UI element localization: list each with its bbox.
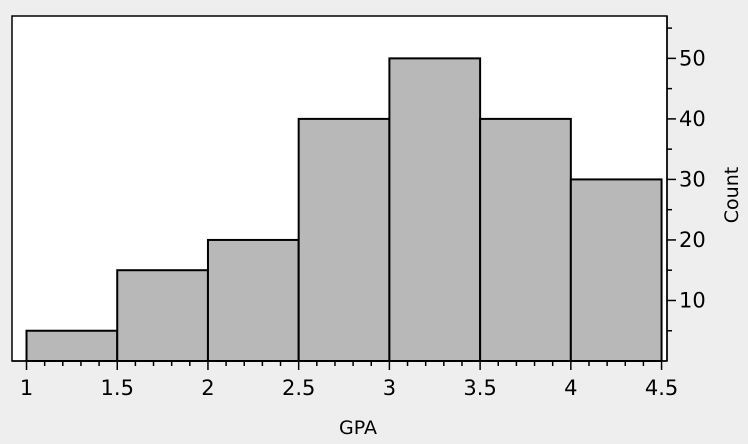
y-tick-label: 20 bbox=[679, 228, 706, 252]
y-axis-title: Count bbox=[721, 167, 743, 223]
x-tick-label: 2.5 bbox=[282, 376, 315, 400]
histogram-bar-3 bbox=[206, 238, 300, 363]
histogram-bar-2 bbox=[116, 269, 209, 363]
x-tick-label: 4 bbox=[564, 376, 577, 400]
x-axis-title: GPA bbox=[339, 417, 377, 439]
x-tick-label: 3 bbox=[383, 376, 396, 400]
y-tick-label: 30 bbox=[679, 167, 706, 191]
histogram-bar-4 bbox=[297, 117, 391, 363]
histogram-bar-5 bbox=[388, 57, 482, 363]
x-tick-label: 4.5 bbox=[645, 376, 678, 400]
histogram-bar-1 bbox=[25, 329, 119, 363]
x-tick-label: 1.5 bbox=[101, 376, 134, 400]
bars-group bbox=[25, 57, 663, 363]
x-tick-label: 3.5 bbox=[463, 376, 496, 400]
x-tick-label: 1 bbox=[20, 376, 33, 400]
y-tick-label: 40 bbox=[679, 107, 706, 131]
x-axis: 1 1.5 2 2.5 3 3.5 4 4.5 bbox=[12, 360, 678, 400]
histogram-bar-6 bbox=[479, 117, 572, 363]
histogram-bar-7 bbox=[569, 178, 663, 362]
y-tick-label: 10 bbox=[679, 288, 706, 312]
y-axis: 10 20 30 40 50 bbox=[666, 16, 706, 361]
x-tick-label: 2 bbox=[201, 376, 214, 400]
y-tick-label: 50 bbox=[679, 46, 706, 70]
